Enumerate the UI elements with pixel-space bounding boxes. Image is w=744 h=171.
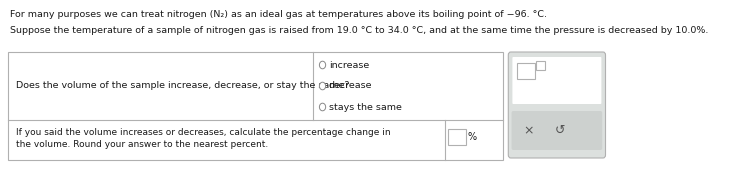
Text: Does the volume of the sample increase, decrease, or stay the same?: Does the volume of the sample increase, … xyxy=(16,82,350,90)
Text: decrease: decrease xyxy=(329,82,372,90)
Bar xyxy=(448,129,466,145)
Text: For many purposes we can treat nitrogen (N₂) as an ideal gas at temperatures abo: For many purposes we can treat nitrogen … xyxy=(10,10,547,19)
Circle shape xyxy=(319,61,326,69)
FancyBboxPatch shape xyxy=(513,57,601,104)
Text: ↺: ↺ xyxy=(555,124,565,137)
Text: Suppose the temperature of a sample of nitrogen gas is raised from 19.0 °C to 34: Suppose the temperature of a sample of n… xyxy=(10,26,708,35)
Circle shape xyxy=(319,82,326,90)
Text: %: % xyxy=(468,132,477,142)
Text: increase: increase xyxy=(329,61,369,69)
Text: the volume. Round your answer to the nearest percent.: the volume. Round your answer to the nea… xyxy=(16,140,269,149)
FancyBboxPatch shape xyxy=(512,111,602,150)
FancyBboxPatch shape xyxy=(508,52,606,158)
Circle shape xyxy=(319,103,326,111)
Text: ×: × xyxy=(524,124,534,137)
Bar xyxy=(517,63,536,79)
Bar xyxy=(536,61,545,70)
Bar xyxy=(8,52,502,160)
Text: If you said the volume increases or decreases, calculate the percentage change i: If you said the volume increases or decr… xyxy=(16,128,391,137)
Text: stays the same: stays the same xyxy=(329,102,402,111)
